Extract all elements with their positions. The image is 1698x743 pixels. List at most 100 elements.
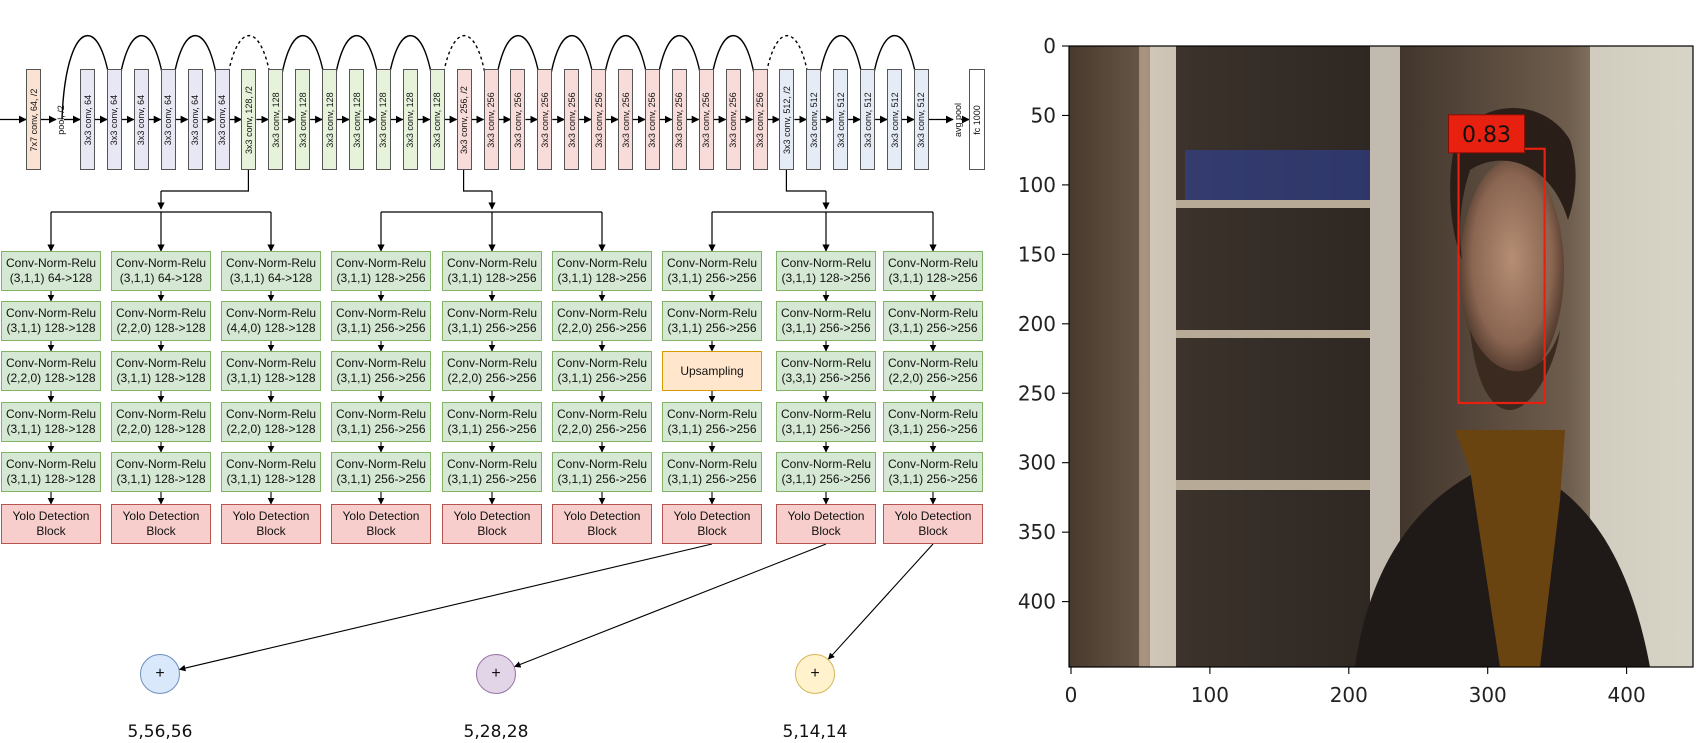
confidence-score: 0.83 — [1462, 123, 1511, 148]
y-tick-label: 400 — [1018, 590, 1056, 614]
conv-norm-relu-block: Conv-Norm-Relu (3,1,1) 128->128 — [221, 452, 321, 492]
backbone-layer-label: 3x3 conv, 64 — [109, 94, 120, 145]
backbone-layer-label: 3x3 conv, 512 — [889, 91, 900, 148]
conv-norm-relu-block: Conv-Norm-Relu (2,2,0) 256->256 — [883, 351, 983, 391]
yolo-detection-block: Yolo Detection Block — [552, 504, 652, 544]
yolo-detection-block: Yolo Detection Block — [1, 504, 101, 544]
backbone-layer: 3x3 conv, 512 — [860, 69, 876, 170]
backbone-layer-label: 3x3 conv, 128 — [270, 91, 281, 148]
backbone-layer-label: 3x3 conv, 512 — [808, 91, 819, 148]
backbone-layer: 3x3 conv, 64 — [80, 69, 95, 170]
conv-norm-relu-block: Conv-Norm-Relu (2,2,0) 128->128 — [221, 402, 321, 442]
conv-norm-relu-block: Conv-Norm-Relu (3,1,1) 128->256 — [552, 251, 652, 291]
backbone-layer: 3x3 conv, 128 — [429, 69, 445, 170]
backbone-layer: 3x3 conv, 128 — [322, 69, 338, 170]
detection-box: 0.83 — [1448, 114, 1546, 405]
conv-norm-relu-block: Conv-Norm-Relu (3,1,1) 64->128 — [1, 251, 101, 291]
yolo-detection-block: Yolo Detection Block — [442, 504, 542, 544]
backbone-layer-label: fc 1000 — [972, 104, 982, 135]
backbone-layer: 3x3 conv, 128 — [268, 69, 284, 170]
conv-norm-relu-block: Conv-Norm-Relu (3,1,1) 256->256 — [662, 402, 762, 442]
merge-node: + — [140, 654, 180, 694]
backbone-layer: 3x3 conv, 256, /2 — [456, 69, 472, 170]
tap-line — [785, 170, 826, 192]
y-tick-label: 100 — [1018, 173, 1056, 197]
conv-norm-relu-block: Conv-Norm-Relu (3,1,1) 256->256 — [776, 301, 876, 341]
conv-norm-relu-block: Conv-Norm-Relu (3,1,1) 128->128 — [1, 402, 101, 442]
yolo-output-arrow — [178, 543, 713, 672]
y-tick-label: 0 — [1043, 34, 1056, 58]
backbone-layer-label: 3x3 conv, 64 — [136, 94, 147, 145]
backbone-layer: 3x3 conv, 256 — [564, 69, 580, 170]
backbone-layer: 3x3 conv, 512 — [833, 69, 849, 170]
backbone-layer: fc 1000 — [969, 69, 985, 170]
conv-norm-relu-block: Conv-Norm-Relu (3,1,1) 256->256 — [662, 251, 762, 291]
head-flow-arrows — [47, 291, 937, 505]
backbone-layer-label: 3x3 conv, 512, /2 — [781, 85, 792, 154]
conv-norm-relu-block: Conv-Norm-Relu (3,1,1) 256->256 — [662, 301, 762, 341]
backbone-layer: 3x3 conv, 64 — [106, 69, 122, 170]
backbone-layer-label: 3x3 conv, 512 — [835, 91, 846, 148]
conv-norm-relu-block: Conv-Norm-Relu (3,1,1) 64->128 — [221, 251, 321, 291]
backbone-layer: 3x3 conv, 256 — [591, 69, 607, 170]
yolo-output-arrow — [827, 543, 934, 660]
backbone-layer-label: 3x3 conv, 256 — [566, 91, 577, 148]
backbone-layer: 3x3 conv, 256 — [752, 69, 768, 170]
backbone-layer: 3x3 conv, 512 — [887, 69, 902, 170]
backbone-layer-label: 3x3 conv, 256 — [647, 91, 658, 148]
backbone-layer-label: 3x3 conv, 64 — [163, 94, 174, 145]
backbone-layer-label: 3x3 conv, 128 — [405, 91, 416, 148]
conv-norm-relu-block: Conv-Norm-Relu (3,1,1) 256->256 — [883, 301, 983, 341]
conv-norm-relu-block: Conv-Norm-Relu (3,1,1) 128->128 — [1, 452, 101, 492]
backbone-layer-label: 3x3 conv, 256, /2 — [459, 85, 470, 154]
backbone-layer: 3x3 conv, 128 — [402, 69, 418, 170]
x-tick-label: 400 — [1608, 683, 1646, 707]
x-tick-label: 100 — [1191, 683, 1229, 707]
conv-norm-relu-block: Conv-Norm-Relu (3,1,1) 256->256 — [883, 402, 983, 442]
backbone-layer: 3x3 conv, 256 — [483, 69, 499, 170]
conv-norm-relu-block: Conv-Norm-Relu (3,1,1) 256->256 — [662, 452, 762, 492]
tap-line — [161, 170, 249, 192]
conv-norm-relu-block: Conv-Norm-Relu (3,1,1) 128->256 — [883, 251, 983, 291]
backbone-layer-label: pool, /2 — [55, 104, 66, 135]
backbone-layer: 3x3 conv, 64 — [214, 69, 230, 170]
yolo-detection-block: Yolo Detection Block — [662, 504, 762, 544]
x-tick-label: 200 — [1330, 683, 1368, 707]
conv-norm-relu-block: Conv-Norm-Relu (2,2,0) 128->128 — [1, 351, 101, 391]
conv-norm-relu-block: Conv-Norm-Relu (3,1,1) 128->128 — [111, 452, 211, 492]
backbone-layer-label: 3x3 conv, 128 — [297, 91, 308, 148]
backbone-layer-label: 3x3 conv, 512 — [862, 91, 873, 148]
yolo-detection-block: Yolo Detection Block — [883, 504, 983, 544]
merge-arrows — [178, 543, 934, 672]
conv-norm-relu-block: Conv-Norm-Relu (3,1,1) 128->128 — [221, 351, 321, 391]
output-shape-label: 5,28,28 — [463, 722, 529, 742]
x-tick-label: 0 — [1065, 683, 1078, 707]
conv-norm-relu-block: Conv-Norm-Relu (3,1,1) 256->256 — [883, 452, 983, 492]
backbone-layer-label: 3x3 conv, 256 — [728, 91, 739, 148]
conv-norm-relu-block: Conv-Norm-Relu (4,4,0) 128->128 — [221, 301, 321, 341]
backbone-layer: 3x3 conv, 256 — [510, 69, 526, 170]
conv-norm-relu-block: Conv-Norm-Relu (3,1,1) 128->256 — [442, 251, 542, 291]
tap-line — [463, 170, 492, 192]
bounding-box — [1457, 147, 1546, 405]
x-tick-label: 300 — [1469, 683, 1507, 707]
conv-norm-relu-block: Conv-Norm-Relu (3,1,1) 256->256 — [331, 402, 431, 442]
backbone-layer-label: 3x3 conv, 128 — [432, 91, 443, 148]
conv-norm-relu-block: Conv-Norm-Relu (3,1,1) 128->256 — [331, 251, 431, 291]
conv-norm-relu-block: Conv-Norm-Relu (2,2,0) 256->256 — [552, 402, 652, 442]
y-tick-label: 350 — [1018, 520, 1056, 544]
backbone-layer: 3x3 conv, 128, /2 — [241, 69, 257, 170]
backbone-layer: 3x3 conv, 128 — [375, 69, 391, 170]
backbone-layer-label: 3x3 conv, 64 — [217, 94, 227, 145]
yolo-output-arrow — [513, 543, 827, 668]
y-tick-label: 300 — [1018, 451, 1056, 475]
backbone-layer-label: avg pool — [952, 102, 963, 137]
backbone-layer: 3x3 conv, 256 — [725, 69, 741, 170]
conv-norm-relu-block: Conv-Norm-Relu (2,2,0) 128->128 — [111, 402, 211, 442]
conv-norm-relu-block: Conv-Norm-Relu (3,1,1) 128->128 — [1, 301, 101, 341]
conv-norm-relu-block: Conv-Norm-Relu (3,1,1) 128->128 — [111, 351, 211, 391]
conv-norm-relu-block: Conv-Norm-Relu (3,1,1) 256->256 — [442, 452, 542, 492]
backbone-layer: 3x3 conv, 128 — [349, 69, 364, 170]
backbone-layer: 3x3 conv, 64 — [133, 69, 149, 170]
y-tick-label: 150 — [1018, 242, 1056, 266]
